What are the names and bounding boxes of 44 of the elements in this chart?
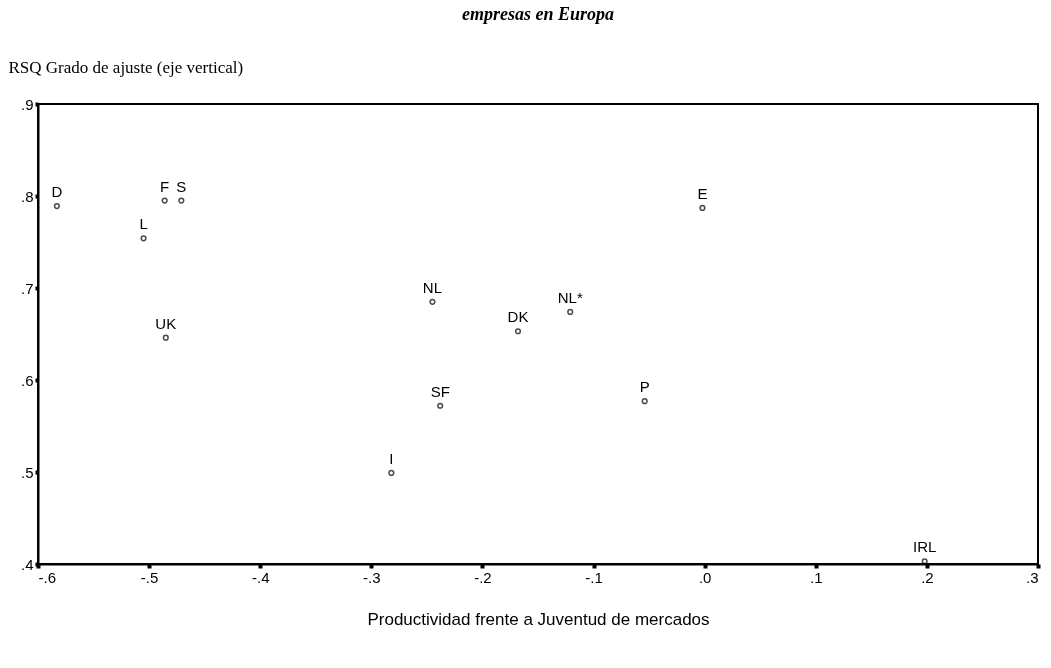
- point: [567, 308, 574, 316]
- y-tick-label: .6: [20, 371, 34, 389]
- annotation: NL: [422, 278, 443, 296]
- point: [699, 204, 706, 212]
- y-axis-title: RSQ Grado de ajuste (eje vertical): [8, 57, 244, 77]
- x-tick-label: -.1: [585, 568, 603, 586]
- x-tick-label: -.3: [363, 568, 381, 586]
- annotation: UK: [155, 314, 177, 332]
- point: [437, 402, 444, 409]
- y-tick-label: .8: [20, 187, 34, 205]
- y-tick-label: .5: [20, 463, 34, 481]
- point: [641, 398, 648, 405]
- x-tick-label: .3: [1025, 568, 1039, 586]
- point: [161, 197, 168, 204]
- x-tick-label: -.6: [38, 568, 57, 586]
- annotation: D: [51, 183, 63, 201]
- x-tick-label: -.2: [474, 568, 492, 586]
- annotation: I: [389, 449, 394, 467]
- annotation: L: [139, 215, 148, 233]
- annotation: E: [697, 184, 708, 202]
- annotation: NL*: [557, 288, 583, 306]
- point: [514, 328, 522, 335]
- point: [53, 203, 60, 210]
- point: [429, 298, 436, 305]
- annotation: SF: [430, 382, 450, 400]
- annotation: P: [639, 378, 650, 396]
- x-tick-label: .2: [921, 568, 934, 586]
- point: [140, 235, 147, 242]
- x-tick-label: -.4: [251, 568, 270, 586]
- y-tick-label: .9: [20, 95, 34, 113]
- point: [178, 197, 185, 204]
- x-axis-title: Productividad frente a Juventud de mercados: [367, 609, 710, 629]
- annotation: DK: [507, 308, 529, 326]
- y-tick-label: .7: [20, 279, 34, 297]
- point: [162, 334, 169, 341]
- x-tick-label: .0: [698, 568, 712, 586]
- x-tick-label: .1: [810, 568, 823, 586]
- annotation: F: [160, 177, 170, 195]
- annotation: IRL: [912, 538, 937, 556]
- annotation: S: [176, 177, 187, 195]
- chart-title: empresas en Europa: [461, 4, 615, 24]
- y-tick-label: .4: [20, 555, 34, 573]
- x-tick-label: -.5: [140, 568, 159, 586]
- point: [388, 469, 395, 477]
